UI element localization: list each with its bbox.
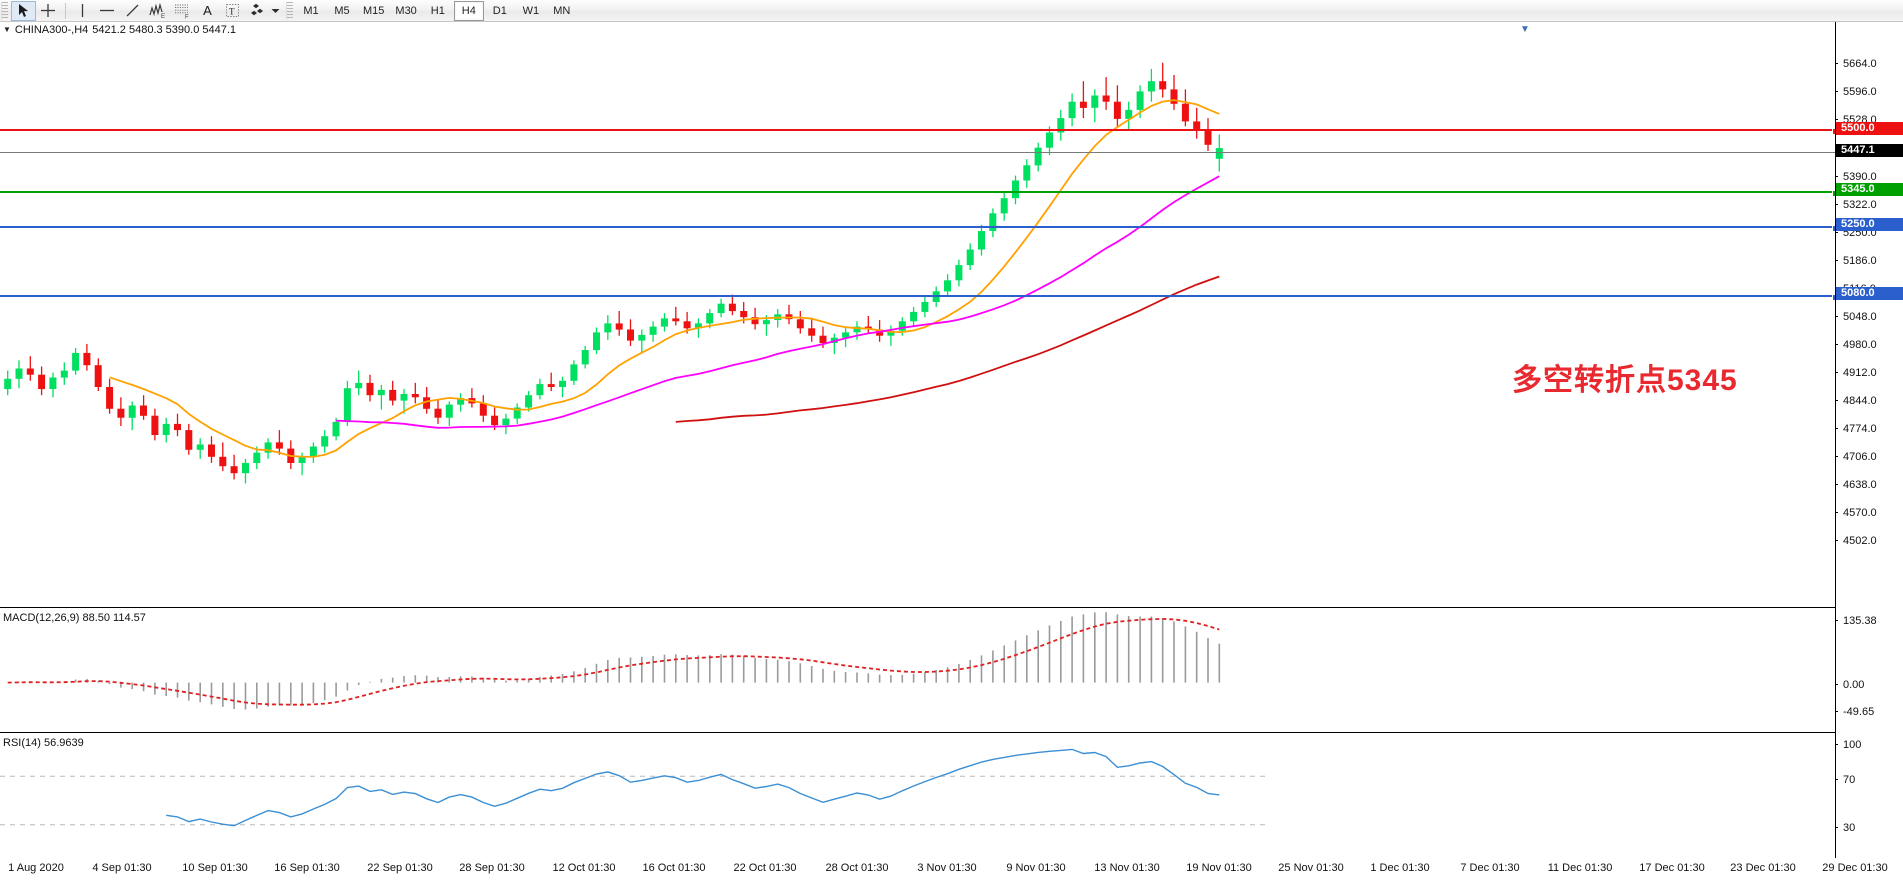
time-label-3: 16 Sep 01:30 [274,862,340,874]
rsi-indicator-label[interactable]: RSI(14) 56.9639 [3,737,84,749]
rsi-tick-70: 70 [1835,774,1903,786]
time-label-18: 17 Dec 01:30 [1639,862,1705,874]
timeframe-h4[interactable]: H4 [453,0,484,21]
time-label-0: 1 Aug 2020 [8,862,64,874]
text-label-tool-button[interactable]: T [220,1,245,21]
macd-tick-4965: -49.65 [1835,706,1903,718]
level-badge-5080[interactable]: 5080.0 [1836,287,1903,300]
crosshair-tool-button[interactable] [36,1,61,21]
time-label-12: 13 Nov 01:30 [1094,862,1160,874]
time-label-19: 23 Dec 01:30 [1730,862,1796,874]
horizontal-line-tool-button[interactable] [95,1,120,21]
time-label-5: 28 Sep 01:30 [459,862,525,874]
time-axis[interactable]: 1 Aug 2020 4 Sep 01:30 10 Sep 01:30 16 Sep … [0,858,1903,894]
svg-text:F: F [185,14,189,19]
time-label-20: 29 Dec 01:30 [1822,862,1888,874]
toolbar-separator-1 [65,2,66,19]
symbol-ohlc: 5421.2 5480.3 5390.0 5447.1 [92,24,237,36]
price-tick-45020: 4502.0 [1835,535,1903,547]
rsi-tick-100: 100 [1835,739,1903,751]
time-label-2: 10 Sep 01:30 [182,862,248,874]
price-tick-51860: 5186.0 [1835,255,1903,267]
price-tick-46380: 4638.0 [1835,479,1903,491]
time-label-15: 1 Dec 01:30 [1370,862,1430,874]
price-candles-svg [4,62,1223,484]
timeframe-mn[interactable]: MN [553,4,571,17]
price-tick-47740: 4774.0 [1835,423,1903,435]
price-pane[interactable] [0,27,1835,505]
time-label-11: 9 Nov 01:30 [1006,862,1066,874]
current-candle-marker-icon: ▼ [1520,24,1530,35]
price-tick-48440: 4844.0 [1835,395,1903,407]
price-tick-53900: 5390.0 [1835,171,1903,183]
rsi-svg [0,748,1265,827]
time-label-9: 28 Oct 01:30 [825,862,889,874]
time-label-7: 16 Oct 01:30 [642,862,706,874]
time-label-6: 12 Oct 01:30 [552,862,616,874]
trendline-tool-button[interactable] [120,1,145,21]
chart-root: 多空转折点5345 MACD(12,26,9) 88.50 114.57 RSI… [0,22,1903,894]
timeframe-m30[interactable]: M30 [395,4,417,17]
time-label-8: 22 Oct 01:30 [733,862,797,874]
time-label-13: 19 Nov 01:30 [1186,862,1252,874]
text-tool-button[interactable]: A [203,3,212,18]
rsi-tick-30: 30 [1835,822,1903,834]
price-tick-56640: 5664.0 [1835,58,1903,70]
macd-pane[interactable] [0,610,1835,710]
price-tick-49120: 4912.0 [1835,367,1903,379]
chevron-down-icon[interactable] [270,1,281,21]
timeframe-d1[interactable]: D1 [492,4,507,17]
macd-tick-000: 0.00 [1835,679,1903,691]
objects-tool-button[interactable] [245,1,270,21]
timeframe-m15[interactable]: M15 [363,4,385,17]
time-label-14: 25 Nov 01:30 [1278,862,1344,874]
price-tick-45700: 4570.0 [1835,507,1903,519]
level-badge-5345[interactable]: 5345.0 [1836,183,1903,196]
level-badge-5250[interactable]: 5250.0 [1836,218,1903,231]
symbol-info-bar: ▼ CHINA300-,H4 5421.2 5480.3 5390.0 5447… [0,23,236,37]
price-tick-55960: 5596.0 [1835,86,1903,98]
macd-indicator-label[interactable]: MACD(12,26,9) 88.50 114.57 [3,612,146,624]
price-tick-47060: 4706.0 [1835,451,1903,463]
chart-annotation-text: 多空转折点5345 [1512,364,1738,397]
symbol-name: CHINA300-,H4 [14,24,89,36]
cursor-tool-button[interactable] [11,0,36,21]
time-label-10: 3 Nov 01:30 [917,862,977,874]
price-axis-column[interactable]: 5664.05596.05528.05458.05390.05322.05250… [1835,22,1903,894]
timeframe-m1[interactable]: M1 [303,4,319,17]
svg-text:T: T [229,7,235,17]
rsi-pane[interactable] [0,735,1835,875]
timeframe-toolbar-grip[interactable] [286,1,293,20]
price-badge-last[interactable]: 5447.1 [1836,144,1903,157]
elliott-wave-tool-button[interactable]: E [145,1,170,21]
main-toolbar: E F A T M1 M5 M15 M30 H1 H4 D1 [0,0,1903,22]
time-label-17: 11 Dec 01:30 [1547,862,1613,874]
price-tick-53220: 5322.0 [1835,199,1903,211]
time-label-4: 22 Sep 01:30 [367,862,433,874]
timeframe-h1[interactable]: H1 [430,4,445,17]
toolbar-grip[interactable] [1,1,8,20]
svg-text:E: E [161,14,165,19]
vertical-line-tool-button[interactable] [70,1,95,21]
timeframe-w1[interactable]: W1 [522,4,540,17]
macd-tick-13538: 135.38 [1835,615,1903,627]
timeframe-m5[interactable]: M5 [334,4,350,17]
price-tick-50480: 5048.0 [1835,311,1903,323]
time-label-1: 4 Sep 01:30 [92,862,152,874]
price-tick-49800: 4980.0 [1835,339,1903,351]
collapse-triangle-icon[interactable]: ▼ [3,25,11,34]
macd-svg [7,612,1221,710]
fibonacci-tool-button[interactable]: F [170,1,195,21]
level-badge-5500[interactable]: 5500.0 [1836,122,1903,135]
time-label-16: 7 Dec 01:30 [1460,862,1520,874]
